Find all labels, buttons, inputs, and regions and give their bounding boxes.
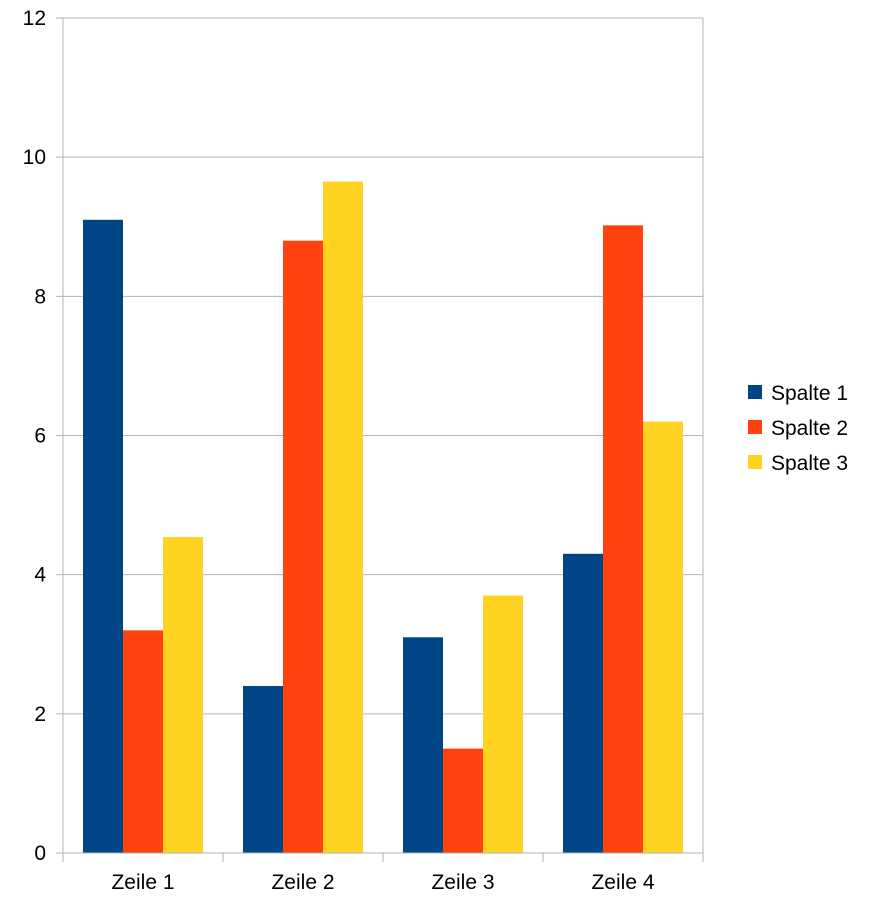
bar [83,220,123,853]
bar [603,225,643,853]
legend-swatch [748,455,762,469]
y-tick-label: 10 [23,146,46,169]
bar [323,182,363,853]
bars [83,182,683,853]
legend: Spalte 1 Spalte 2 Spalte 3 [748,382,848,475]
bar [123,630,163,853]
bar [483,596,523,853]
legend-label: Spalte 2 [771,417,848,440]
legend-label: Spalte 1 [771,382,848,405]
y-tick-label: 2 [34,703,46,726]
y-tick-label: 12 [23,7,46,30]
x-tick-labels: Zeile 1 Zeile 2 Zeile 3 Zeile 4 [111,871,654,894]
y-tick-label: 8 [34,285,46,308]
bar [163,537,203,853]
x-tick-label: Zeile 1 [111,871,174,894]
legend-swatch [748,420,762,434]
bar [443,749,483,853]
bar [243,686,283,853]
legend-swatch [748,385,762,399]
bar [403,637,443,853]
y-tick-label: 6 [34,425,46,448]
y-tick-label: 0 [34,842,46,865]
y-tick-label: 4 [34,564,46,587]
x-tick-label: Zeile 2 [271,871,334,894]
legend-label: Spalte 3 [771,452,848,475]
y-tick-labels: 0 2 4 6 8 10 12 [23,7,47,865]
bar [643,422,683,853]
bar [563,554,603,853]
x-tick-label: Zeile 4 [591,871,654,894]
bar [283,241,323,853]
x-tick-label: Zeile 3 [431,871,494,894]
